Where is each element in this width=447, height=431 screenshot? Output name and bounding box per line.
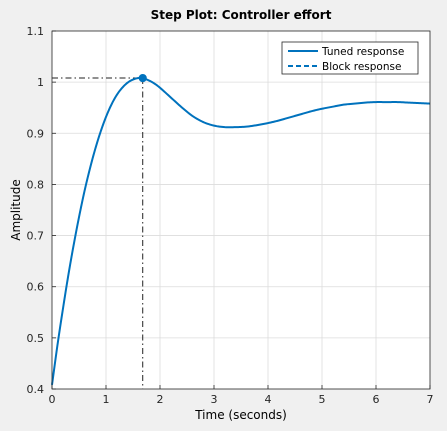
x-tick-label: 2 <box>157 393 164 406</box>
y-tick-label: 0.5 <box>27 332 45 345</box>
legend-label-tuned: Tuned response <box>321 46 404 58</box>
plot-frame <box>51 30 431 390</box>
x-tick-labels: 0 1 2 3 4 5 6 7 <box>49 393 434 406</box>
plot-area <box>52 31 430 389</box>
y-tick-label: 0.9 <box>27 127 45 140</box>
x-tick-label: 5 <box>319 393 326 406</box>
x-tick-label: 7 <box>427 393 434 406</box>
y-tick-label: 0.8 <box>27 178 45 191</box>
legend-label-block: Block response <box>322 61 401 73</box>
x-tick-label: 1 <box>103 393 110 406</box>
series-line-tuned-response <box>51 76 431 386</box>
x-tick-label: 4 <box>265 393 272 406</box>
peak-marker[interactable] <box>138 73 147 83</box>
y-tick-label: 1 <box>37 76 44 89</box>
x-tick-label: 3 <box>211 393 218 406</box>
y-tick-labels: 0.4 0.5 0.6 0.7 0.8 0.9 1 1.1 <box>27 25 45 396</box>
series-layer <box>51 73 431 386</box>
x-axis-label: Time (seconds) <box>194 408 287 422</box>
y-tick-label: 0.4 <box>27 383 45 396</box>
x-tick-label: 0 <box>49 393 56 406</box>
y-tick-label: 1.1 <box>27 25 45 38</box>
grid-lines <box>51 30 431 390</box>
legend-box <box>281 41 419 75</box>
y-axis-label: Amplitude <box>9 179 23 241</box>
legend[interactable]: Tuned response Block response <box>281 41 419 75</box>
chart-title: Step Plot: Controller effort <box>151 8 332 22</box>
x-tick-label: 6 <box>373 393 380 406</box>
y-tick-label: 0.7 <box>27 230 45 243</box>
y-tick-label: 0.6 <box>27 281 45 294</box>
peak-guide-lines <box>52 77 144 389</box>
